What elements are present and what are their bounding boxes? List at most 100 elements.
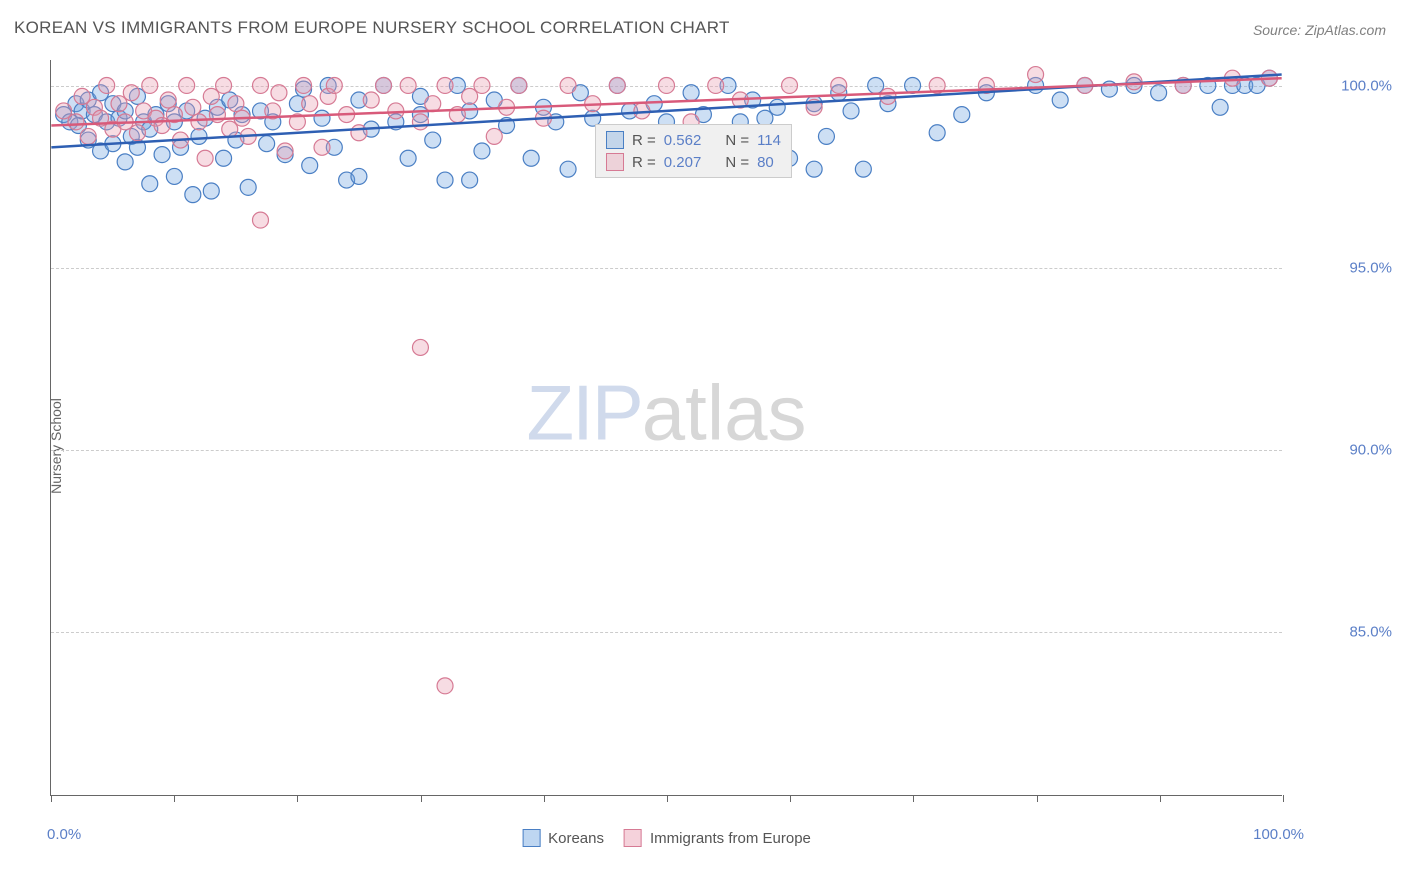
data-point [302, 96, 318, 112]
data-point [160, 92, 176, 108]
data-point [769, 99, 785, 115]
data-point [1052, 92, 1068, 108]
data-point [240, 179, 256, 195]
r-value: 0.562 [664, 132, 702, 149]
n-label: N = [725, 132, 749, 149]
x-tick [1160, 795, 1161, 802]
data-point [1151, 85, 1167, 101]
data-point [302, 158, 318, 174]
data-point [129, 125, 145, 141]
data-point [474, 77, 490, 93]
data-point [166, 168, 182, 184]
data-point [708, 77, 724, 93]
data-point [511, 77, 527, 93]
data-point [191, 114, 207, 130]
plot-area: ZIPatlas R = 0.562 N = 114 R = 0.207 N =… [50, 60, 1282, 796]
data-point [117, 154, 133, 170]
data-point [154, 147, 170, 163]
legend-swatch [606, 153, 624, 171]
x-tick [297, 795, 298, 802]
stats-legend-row: R = 0.207 N = 80 [606, 151, 781, 173]
legend-swatch [624, 829, 642, 847]
data-point [659, 77, 675, 93]
data-point [400, 150, 416, 166]
n-label: N = [725, 154, 749, 171]
data-point [314, 110, 330, 126]
data-point [843, 103, 859, 119]
x-tick [544, 795, 545, 802]
data-point [683, 85, 699, 101]
data-point [1212, 99, 1228, 115]
legend-label: Koreans [548, 830, 604, 847]
data-point [216, 77, 232, 93]
data-point [437, 678, 453, 694]
data-point [203, 183, 219, 199]
data-point [363, 92, 379, 108]
data-point [400, 77, 416, 93]
data-point [560, 77, 576, 93]
data-point [782, 77, 798, 93]
data-point [351, 125, 367, 141]
data-point [326, 77, 342, 93]
x-axis-max-label: 100.0% [1253, 826, 1304, 843]
source-attribution: Source: ZipAtlas.com [1253, 22, 1386, 38]
stats-legend: R = 0.562 N = 114 R = 0.207 N = 80 [595, 124, 792, 178]
data-point [412, 339, 428, 355]
data-point [277, 143, 293, 159]
n-value: 80 [757, 154, 774, 171]
y-tick-label: 100.0% [1341, 77, 1392, 94]
legend-swatch [606, 131, 624, 149]
data-point [191, 128, 207, 144]
x-axis-min-label: 0.0% [47, 826, 81, 843]
data-point [474, 143, 490, 159]
data-point [437, 77, 453, 93]
data-point [351, 168, 367, 184]
data-point [99, 77, 115, 93]
x-tick [790, 795, 791, 802]
data-point [123, 85, 139, 101]
data-point [437, 172, 453, 188]
data-point [855, 161, 871, 177]
legend-swatch [522, 829, 540, 847]
stats-legend-row: R = 0.562 N = 114 [606, 129, 781, 151]
series-legend: Koreans Immigrants from Europe [522, 829, 811, 847]
data-point [185, 187, 201, 203]
data-point [1028, 67, 1044, 83]
data-point [197, 150, 213, 166]
y-tick-label: 95.0% [1349, 259, 1392, 276]
x-tick [174, 795, 175, 802]
data-point [376, 77, 392, 93]
data-point [259, 136, 275, 152]
data-point [314, 139, 330, 155]
r-label: R = [632, 132, 656, 149]
y-tick-label: 85.0% [1349, 624, 1392, 641]
data-point [185, 99, 201, 115]
data-point [831, 77, 847, 93]
data-point [462, 172, 478, 188]
legend-label: Immigrants from Europe [650, 830, 811, 847]
x-tick [421, 795, 422, 802]
data-point [228, 96, 244, 112]
data-point [271, 85, 287, 101]
x-tick [51, 795, 52, 802]
r-value: 0.207 [664, 154, 702, 171]
data-point [929, 125, 945, 141]
data-point [523, 150, 539, 166]
data-point [560, 161, 576, 177]
legend-item: Immigrants from Europe [624, 829, 811, 847]
data-point [296, 77, 312, 93]
chart-title: KOREAN VS IMMIGRANTS FROM EUROPE NURSERY… [14, 18, 730, 38]
data-point [818, 128, 834, 144]
x-tick [913, 795, 914, 802]
data-point [68, 114, 84, 130]
data-point [253, 77, 269, 93]
data-point [609, 77, 625, 93]
legend-item: Koreans [522, 829, 604, 847]
x-tick [667, 795, 668, 802]
data-point [253, 212, 269, 228]
data-point [179, 77, 195, 93]
data-point [142, 77, 158, 93]
data-point [425, 132, 441, 148]
data-point [412, 114, 428, 130]
x-tick [1283, 795, 1284, 802]
